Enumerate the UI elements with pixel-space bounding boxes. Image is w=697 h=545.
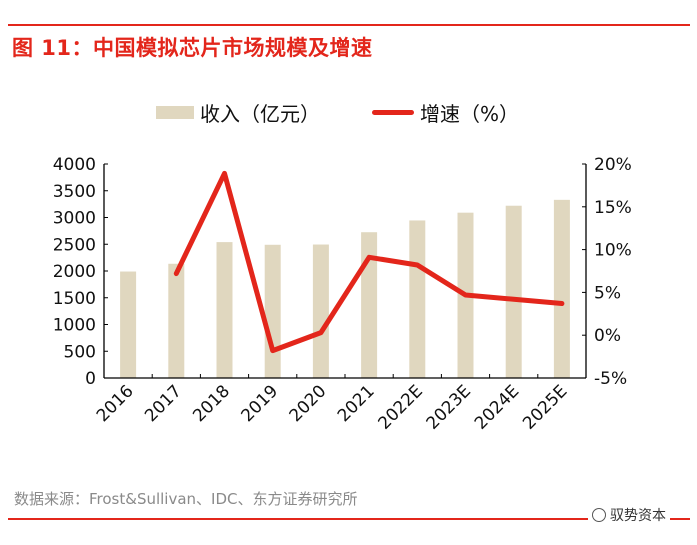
left-tick-label: 500	[64, 342, 96, 362]
right-tick-label: 10%	[594, 241, 632, 261]
left-tick-label: 0	[85, 369, 96, 389]
right-tick-label: 20%	[594, 155, 632, 175]
left-tick-label: 1500	[53, 289, 96, 309]
x-tick-label: 2024E	[471, 381, 523, 433]
left-tick-label: 4000	[53, 155, 96, 175]
chart-plot: 0 500 1000 1500 2000 2500 3000 3500 4000 -5% 0% 5% 1…	[53, 155, 632, 434]
figure-title: 图 11：中国模拟芯片市场规模及增速	[12, 36, 373, 60]
left-tick-label: 2000	[53, 262, 96, 282]
bar-2018	[216, 242, 233, 378]
bottom-divider	[8, 518, 690, 520]
bar-2022E	[409, 220, 426, 378]
watermark: 驭势资本	[588, 505, 670, 525]
x-tick-label: 2019	[238, 381, 283, 426]
legend-item-growth: 增速（%）	[372, 98, 519, 127]
legend-item-revenue: 收入（亿元）	[156, 98, 320, 127]
legend-label-growth: 增速（%）	[420, 102, 520, 126]
x-tick-label: 2017	[141, 381, 186, 426]
right-tick-label: -5%	[594, 369, 627, 389]
legend-label-revenue: 收入（亿元）	[200, 102, 320, 126]
bar-2025E	[553, 199, 570, 378]
left-tick-label: 3000	[53, 209, 96, 229]
bar-2016	[120, 271, 137, 378]
top-divider	[8, 24, 690, 26]
bar-2017	[168, 263, 185, 378]
bar-2024E	[505, 205, 522, 378]
left-tick-label: 3500	[53, 182, 96, 202]
x-tick-label: 2025E	[519, 381, 571, 433]
x-tick-label: 2018	[189, 381, 234, 426]
left-tick-label: 1000	[53, 316, 96, 336]
legend-swatch-bar	[156, 106, 194, 119]
bar-2021	[361, 232, 378, 378]
x-tick-label: 2020	[286, 381, 331, 426]
wechat-icon	[592, 508, 606, 522]
x-tick-label: 2022E	[374, 381, 426, 433]
right-tick-label: 5%	[594, 283, 621, 303]
x-tick-label: 2016	[93, 381, 138, 426]
left-tick-label: 2500	[53, 235, 96, 255]
x-tick-label: 2021	[334, 381, 379, 426]
right-tick-label: 0%	[594, 326, 621, 346]
right-tick-label: 15%	[594, 198, 632, 218]
legend-swatch-line	[372, 110, 414, 115]
bar-2020	[312, 244, 329, 378]
bar-2019	[264, 244, 281, 378]
source-note: 数据来源：Frost&Sullivan、IDC、东方证券研究所	[14, 490, 358, 508]
x-tick-label: 2023E	[423, 381, 475, 433]
watermark-text: 驭势资本	[610, 508, 666, 524]
